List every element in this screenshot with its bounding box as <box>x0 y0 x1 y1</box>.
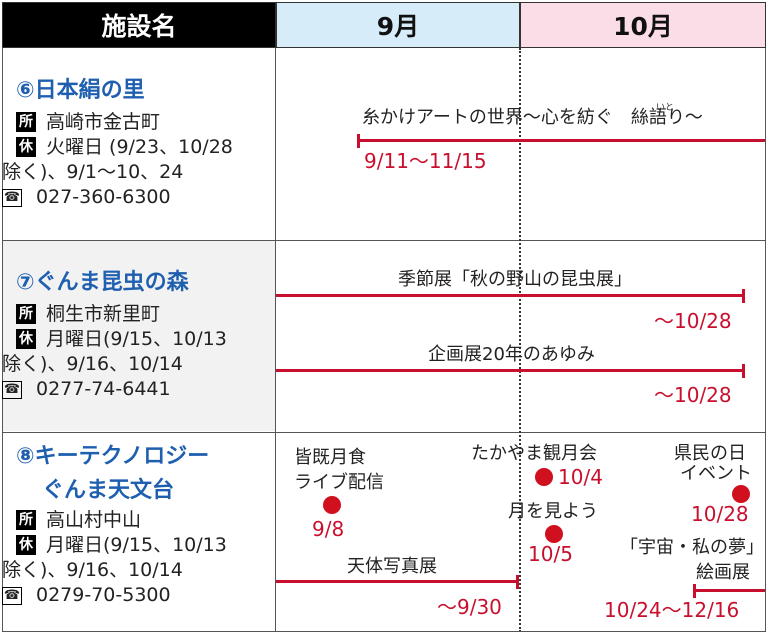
event-title-line2: ライブ配信 <box>294 472 384 493</box>
event-title: 月を見よう <box>508 501 598 522</box>
tel: 0279-70-5300 <box>36 584 171 606</box>
closed-tag: 休 <box>16 329 36 349</box>
phone-icon: ☎ <box>2 587 22 605</box>
event-date: 10/5 <box>528 542 573 566</box>
tel: 027-360-6300 <box>36 186 171 208</box>
event-period-bar <box>276 294 745 297</box>
event-date: 〜9/30 <box>437 595 502 619</box>
event-title: たかやま観月会 <box>471 443 597 464</box>
address: 桐生市新里町 <box>46 303 161 325</box>
event-title: 企画展20年のあゆみ <box>428 344 595 365</box>
facility-kinu-info: ⑥日本絹の里 所高崎市金古町 休火曜日 (9/23、10/28 除く)、9/1〜… <box>2 76 274 210</box>
event-date: 10/4 <box>558 465 603 489</box>
event-period-bar <box>276 369 745 372</box>
event-period-bar <box>358 139 765 142</box>
event-title-line1: 皆既月食 <box>294 447 366 468</box>
facility-konchu-info: ⑦ぐんま昆虫の森 所桐生市新里町 休月曜日(9/15、10/13 除く)、9/1… <box>2 268 274 402</box>
event-marker <box>545 525 563 543</box>
facility-name-line1: ⑧キーテクノロジー <box>16 444 210 469</box>
closed-line: 休火曜日 (9/23、10/28 <box>16 135 274 160</box>
event-period-bar <box>694 589 765 592</box>
event-bar-end <box>742 364 745 378</box>
grid-left <box>2 48 3 632</box>
address: 高崎市金古町 <box>46 111 161 133</box>
phone-icon: ☎ <box>2 381 22 399</box>
closed-days-cont: 除く)、9/16、10/14 <box>2 559 183 581</box>
event-title-line2: イベント <box>680 463 752 484</box>
closed-tag: 休 <box>16 535 36 555</box>
row-bg-kinu <box>3 49 275 239</box>
grid-right <box>765 48 766 632</box>
header-september: 9月 <box>276 2 520 48</box>
event-date: 〜10/28 <box>654 309 732 333</box>
event-date: 9/8 <box>312 517 345 541</box>
closed-days-cont: 除く)、9/1〜10、24 <box>2 161 184 183</box>
phone-icon: ☎ <box>2 189 22 207</box>
event-title-line1: 県民の日 <box>674 443 746 464</box>
tel: 0277-74-6441 <box>36 378 171 400</box>
address-line: 所高山村中山 <box>16 508 274 533</box>
closed-days: 月曜日(9/15、10/13 <box>46 328 227 350</box>
facility-name-line2: ぐんま天文台 <box>42 478 175 503</box>
event-title: 糸かけアートの世界〜心を紡ぐ 絲語り〜 <box>362 107 703 128</box>
tel-line: ☎ 0279-70-5300 <box>2 583 274 608</box>
closed-days: 月曜日(9/15、10/13 <box>46 534 227 556</box>
facility-name: ⑦ぐんま昆虫の森 <box>16 270 189 295</box>
closed-tag: 休 <box>16 137 36 157</box>
facility-name: ⑥日本絹の里 <box>16 78 145 103</box>
grid-mid <box>275 48 276 632</box>
closed-days: 火曜日 (9/23、10/28 <box>46 136 233 158</box>
tel-line: ☎ 027-360-6300 <box>2 185 274 210</box>
closed-line: 休月曜日(9/15、10/13 <box>16 533 274 558</box>
address-tag: 所 <box>16 304 36 324</box>
event-title-line2: 絵画展 <box>696 562 750 583</box>
row-bg-konchu <box>3 241 275 431</box>
address-tag: 所 <box>16 112 36 132</box>
event-title: 季節展「秋の野山の昆虫展」 <box>398 269 632 290</box>
closed-days-cont: 除く)、9/16、10/14 <box>2 353 183 375</box>
event-marker <box>732 485 750 503</box>
event-date: 10/28 <box>691 502 749 526</box>
row-divider-2 <box>2 432 766 433</box>
event-period-bar <box>276 580 519 583</box>
event-marker <box>535 468 553 486</box>
address: 高山村中山 <box>46 509 142 531</box>
facility-tenmondai-info: ⑧キーテクノロジー ぐんま天文台 所高山村中山 休月曜日(9/15、10/13 … <box>2 442 274 608</box>
event-date: 〜10/28 <box>654 383 732 407</box>
event-bar-end <box>742 289 745 303</box>
event-bar-start <box>357 134 360 148</box>
event-title-line1: 「宇宙・私の夢」 <box>620 537 764 558</box>
address-line: 所高崎市金古町 <box>16 110 274 135</box>
closed-line: 休月曜日(9/15、10/13 <box>16 327 274 352</box>
month-divider <box>519 48 521 632</box>
row-divider-1 <box>2 240 766 241</box>
header-facility-name: 施設名 <box>2 2 276 48</box>
address-line: 所桐生市新里町 <box>16 302 274 327</box>
event-title: 天体写真展 <box>347 556 437 577</box>
header-october: 10月 <box>520 2 766 48</box>
event-bar-start <box>693 584 696 598</box>
event-marker <box>323 496 341 514</box>
address-tag: 所 <box>16 510 36 530</box>
event-bar-end <box>516 575 519 589</box>
tel-line: ☎ 0277-74-6441 <box>2 377 274 402</box>
event-date: 9/11〜11/15 <box>364 149 487 173</box>
event-title-ruby: いと <box>656 103 675 113</box>
event-date: 10/24〜12/16 <box>604 598 740 622</box>
row-bg-tenmondai <box>3 433 275 632</box>
